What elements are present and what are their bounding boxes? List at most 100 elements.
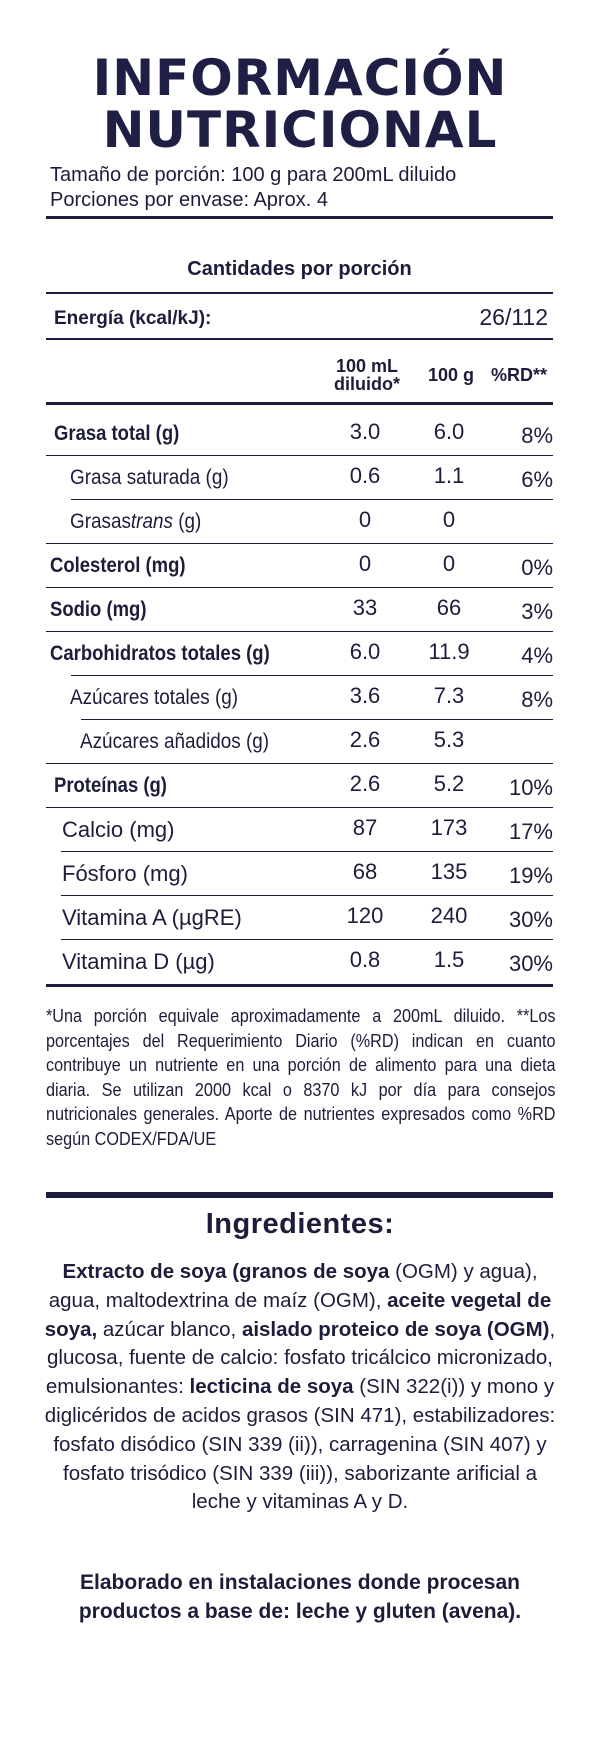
divider <box>46 402 553 405</box>
value-100g: 5.2 <box>433 771 465 796</box>
value-100g: 173 <box>430 815 468 840</box>
value-100g: 240 <box>430 903 468 928</box>
table-row-grasas-trans: Grasas trans (g) 0 0 <box>46 500 553 544</box>
divider <box>46 216 553 219</box>
row-divider <box>81 718 553 720</box>
table-row-proteinas: Proteínas (g) 2.6 5.2 10% <box>46 764 553 808</box>
row-label: Grasa total (g) <box>54 422 180 445</box>
value-100g: 66 <box>436 595 462 620</box>
title-line-1: INFORMACIÓN <box>92 49 508 107</box>
value-diluted: 3.6 <box>349 683 381 708</box>
ingredient-bold: aislado proteico de soya (OGM) <box>241 1317 550 1341</box>
table-row-grasa-saturada: Grasa saturada (g) 0.6 1.1 6% <box>46 456 553 500</box>
row-divider <box>46 806 553 808</box>
row-label: Sodio (mg) <box>50 598 147 621</box>
row-divider <box>61 938 553 940</box>
row-label: Calcio (mg) <box>62 817 175 842</box>
value-rd: 4% <box>521 643 553 668</box>
row-divider <box>46 454 553 456</box>
value-rd <box>476 724 553 764</box>
value-diluted: 0.6 <box>349 463 381 488</box>
value-diluted: 2.6 <box>349 727 381 752</box>
table-row-sodio: Sodio (mg) 33 66 3% <box>46 588 553 632</box>
row-label: Grasa saturada (g) <box>70 466 229 489</box>
value-diluted: 6.0 <box>349 639 381 664</box>
page-title: INFORMACIÓN NUTRICIONAL <box>0 52 600 156</box>
table-row-grasa-total: Grasa total (g) 3.0 6.0 8% <box>46 412 553 456</box>
value-100g: 1.1 <box>433 463 465 488</box>
row-label-part: (g) <box>172 510 202 533</box>
value-diluted: 33 <box>352 595 378 620</box>
column-header-diluted: 100 mL diluido* <box>330 357 404 393</box>
value-100g: 135 <box>430 859 468 884</box>
table-row-carbohidratos: Carbohidratos totales (g) 6.0 11.9 4% <box>46 632 553 676</box>
row-label: Proteínas (g) <box>54 774 167 797</box>
footnote-text: *Una porción equivale aproximadamente a … <box>46 1006 556 1149</box>
ingredient-text: azúcar blanco, <box>97 1317 242 1341</box>
column-header-rd: %RD** <box>490 365 547 385</box>
row-divider <box>71 498 553 500</box>
value-100g: 0 <box>442 507 456 532</box>
value-100g: 7.3 <box>433 683 465 708</box>
row-label: Azúcares añadidos (g) <box>80 730 270 753</box>
allergen-notice: Elaborado en instalaciones donde procesa… <box>78 1571 522 1623</box>
value-diluted: 87 <box>352 815 378 840</box>
table-row-azucares-anadidos: Azúcares añadidos (g) 2.6 5.3 <box>46 720 553 764</box>
energy-value: 26/112 <box>479 304 548 330</box>
ingredients-title: Ingredientes: <box>205 1208 395 1240</box>
value-diluted: 3.0 <box>349 419 381 444</box>
row-divider <box>46 586 553 588</box>
value-rd: 0% <box>521 555 553 580</box>
ingredients-text: Extracto de soya (granos de soya (OGM) y… <box>40 1258 560 1517</box>
divider <box>46 984 553 987</box>
value-100g: 0 <box>442 551 456 576</box>
value-100g: 6.0 <box>433 419 465 444</box>
value-rd: 10% <box>508 775 553 800</box>
value-rd: 8% <box>521 423 553 448</box>
row-label: Grasas trans (g) <box>70 500 201 544</box>
value-100g: 1.5 <box>433 947 465 972</box>
row-divider <box>46 630 553 632</box>
table-row-calcio: Calcio (mg) 87 173 17% <box>46 808 553 852</box>
value-100g: 5.3 <box>433 727 465 752</box>
row-label-italic: trans <box>130 510 173 533</box>
ingredient-text: (OGM) y agua), agua, maltodextrina de ma… <box>48 1260 538 1312</box>
title-line-2: NUTRICIONAL <box>102 101 498 159</box>
value-100g: 11.9 <box>428 639 470 664</box>
row-divider <box>46 762 553 764</box>
energy-label: Energía (kcal/kJ): <box>54 308 212 329</box>
column-header-diluted-line-2: diluido* <box>334 374 400 394</box>
table-row-vitamina-d: Vitamina D (µg) 0.8 1.5 30% <box>46 940 553 984</box>
value-diluted: 0 <box>358 507 372 532</box>
row-label: Azúcares totales (g) <box>70 686 239 709</box>
value-rd: 8% <box>521 687 553 712</box>
value-rd: 3% <box>521 599 553 624</box>
value-rd: 30% <box>508 907 553 932</box>
value-rd <box>476 504 553 544</box>
divider <box>46 292 553 294</box>
value-rd: 19% <box>508 863 553 888</box>
value-diluted: 2.6 <box>349 771 381 796</box>
value-diluted: 0.8 <box>349 947 381 972</box>
divider <box>46 1192 553 1198</box>
row-divider <box>71 674 553 676</box>
ingredient-text: (SIN 322(i)) y mono y diglicéridos de ac… <box>44 1375 556 1514</box>
serving-size: Tamaño de porción: 100 g para 200mL dilu… <box>50 164 457 186</box>
value-diluted: 120 <box>346 903 384 928</box>
value-rd: 17% <box>508 819 553 844</box>
row-divider <box>61 850 553 852</box>
value-rd: 6% <box>521 467 553 492</box>
ingredient-bold: aceite vegetal de soya, <box>44 1288 552 1341</box>
row-divider <box>46 542 553 544</box>
row-label: Colesterol (mg) <box>50 554 186 577</box>
table-row-fosforo: Fósforo (mg) 68 135 19% <box>46 852 553 896</box>
row-label: Fósforo (mg) <box>62 861 188 886</box>
table-row-azucares-totales: Azúcares totales (g) 3.6 7.3 8% <box>46 676 553 720</box>
table-row-colesterol: Colesterol (mg) 0 0 0% <box>46 544 553 588</box>
ingredient-bold: Extracto de soya (granos de soya <box>62 1260 390 1283</box>
divider <box>46 338 553 340</box>
row-label: Carbohidratos totales (g) <box>50 642 270 665</box>
column-header-100g: 100 g <box>427 365 475 385</box>
value-diluted: 68 <box>352 859 378 884</box>
